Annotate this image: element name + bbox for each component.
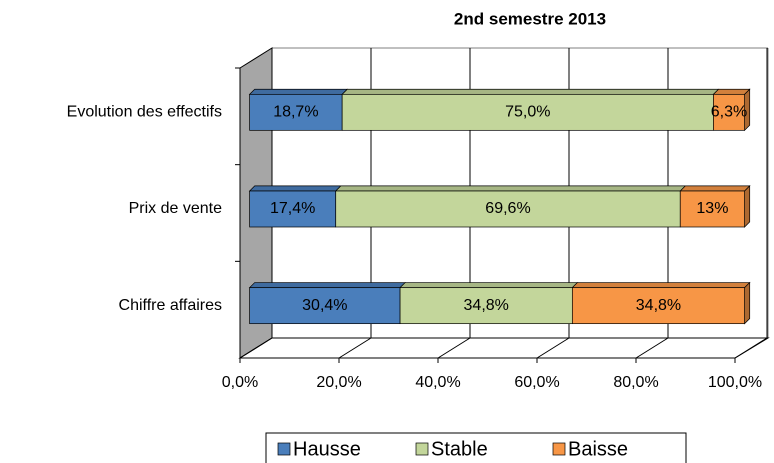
legend-label: Baisse <box>568 438 628 460</box>
bar-top <box>248 88 349 95</box>
bar-top <box>341 88 720 95</box>
bar-top <box>248 282 407 289</box>
bar <box>335 190 681 228</box>
grid-line <box>338 337 372 359</box>
bar-side <box>744 185 751 228</box>
bar-top <box>679 185 751 192</box>
value-label: 34,8% <box>464 297 509 314</box>
grid-line <box>437 337 471 359</box>
x-tick-label: 80,0% <box>613 374 658 391</box>
legend-swatch <box>552 442 566 456</box>
grid-line <box>734 337 768 359</box>
value-label: 30,4% <box>302 297 347 314</box>
bar-top <box>712 88 751 95</box>
y-tick-label: Evolution des effectifs <box>67 104 222 121</box>
value-label: 13% <box>696 200 728 217</box>
bar <box>713 93 745 131</box>
y-tick-label: Prix de vente <box>129 200 222 217</box>
bar <box>341 93 714 131</box>
bar-top <box>571 282 751 289</box>
grid-line <box>536 337 570 359</box>
chart-title: 2nd semestre 2013 <box>454 9 606 28</box>
bar-top <box>334 185 687 192</box>
bar <box>571 287 745 325</box>
bar <box>249 287 401 325</box>
legend-label: Hausse <box>293 438 361 460</box>
legend-swatch <box>415 442 429 456</box>
bar <box>249 93 343 131</box>
value-label: 75,0% <box>505 104 550 121</box>
bar-side <box>744 281 751 325</box>
bar-top <box>399 282 579 289</box>
bar <box>399 287 573 325</box>
grid-line <box>635 337 669 359</box>
x-tick-label: 40,0% <box>415 374 460 391</box>
legend-label: Stable <box>431 438 488 460</box>
y-tick-label: Chiffre affaires <box>119 297 222 314</box>
value-label: 6,3% <box>711 104 747 121</box>
back-wall <box>272 47 769 338</box>
x-tick-label: 100,0% <box>708 374 762 391</box>
bar <box>679 190 745 228</box>
value-label: 69,6% <box>485 200 530 217</box>
legend-swatch <box>277 442 291 456</box>
legend <box>265 432 687 463</box>
value-label: 18,7% <box>273 104 318 121</box>
grid-line <box>239 337 273 359</box>
x-tick-label: 20,0% <box>316 374 361 391</box>
x-tick-label: 0,0% <box>222 374 258 391</box>
floor <box>238 337 770 359</box>
value-label: 17,4% <box>270 200 315 217</box>
value-label: 34,8% <box>636 297 681 314</box>
bar-top <box>248 185 342 192</box>
x-tick-label: 60,0% <box>514 374 559 391</box>
